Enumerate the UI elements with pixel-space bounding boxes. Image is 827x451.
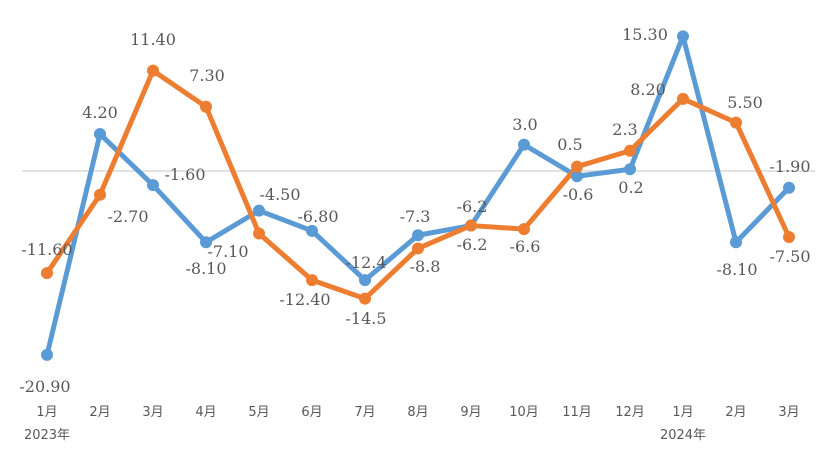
series-2-point <box>412 242 424 255</box>
series-2-data-label: -7.50 <box>769 247 810 266</box>
series-2-data-label: 8.20 <box>630 80 666 99</box>
series-2-data-label: -6.6 <box>510 237 541 256</box>
series-2-point <box>41 267 53 280</box>
series-2-point <box>624 144 636 157</box>
series-1-point <box>359 274 371 287</box>
series-1-point <box>94 128 106 141</box>
series-1-data-label: -6.80 <box>297 207 338 226</box>
x-tick-label: 3月 <box>142 405 163 420</box>
x-year-label: 2024年 <box>660 428 706 443</box>
series-2-data-label: 2.3 <box>612 120 637 139</box>
series-1-point <box>147 179 159 192</box>
series-2-point <box>94 188 106 201</box>
series-1-point <box>730 236 742 249</box>
series-2-point <box>518 223 530 236</box>
series-2-point <box>306 274 318 287</box>
series-1-point <box>41 348 53 361</box>
series-1-data-label: -0.6 <box>563 185 594 204</box>
series-1-data-label: 15.30 <box>622 25 668 44</box>
series-1-point <box>200 236 212 249</box>
series-1-data-label: -7.3 <box>400 207 431 226</box>
x-tick-label: 1月 <box>672 405 693 420</box>
series-2-data-label: -12.40 <box>279 290 330 309</box>
series-2-point <box>359 292 371 305</box>
series-2-data-label: -6.2 <box>457 235 488 254</box>
x-tick-label: 10月 <box>509 405 539 420</box>
series-1-point <box>783 181 795 194</box>
series-2-point <box>783 231 795 243</box>
series-1-data-label: -8.10 <box>716 260 757 279</box>
x-tick-label: 1月 <box>36 405 57 420</box>
series-1-point <box>624 163 636 176</box>
x-tick-label: 12月 <box>615 405 645 420</box>
series-2-point <box>200 100 212 113</box>
series-1-data-label: 4.20 <box>82 103 118 122</box>
series-2-point <box>147 64 159 77</box>
x-tick-label: 7月 <box>354 405 375 420</box>
series-2-point <box>571 160 583 173</box>
series-1-data-label: -1.90 <box>769 157 810 176</box>
series-2-data-label: 5.50 <box>727 93 763 112</box>
x-tick-label: 8月 <box>407 405 428 420</box>
series-1-data-label: -12.4 <box>345 253 386 272</box>
series-1-data-label: -20.90 <box>19 377 70 396</box>
x-tick-label: 9月 <box>460 405 481 420</box>
series-1-data-label: -6.2 <box>457 197 488 216</box>
series-1-data-label: -1.60 <box>164 165 205 184</box>
series-1-point <box>571 170 583 183</box>
series-1-point <box>518 138 530 151</box>
x-year-label: 2023年 <box>24 428 70 443</box>
series-2-data-label: -14.5 <box>345 309 386 328</box>
series-1-point <box>253 204 265 217</box>
series-1-data-label: 0.2 <box>618 178 643 197</box>
x-tick-label: 5月 <box>248 405 269 420</box>
series-2-data-label: -2.70 <box>107 207 148 226</box>
series-1-point <box>306 224 318 237</box>
series-1-data-label: -8.10 <box>185 259 226 278</box>
x-tick-label: 3月 <box>778 405 799 420</box>
series-2-point <box>465 219 477 232</box>
series-2-point <box>677 92 689 105</box>
series-2-data-label: -7.10 <box>207 242 248 261</box>
x-tick-label: 11月 <box>562 405 592 420</box>
x-tick-label: 4月 <box>195 405 216 420</box>
series-2-data-label: 7.30 <box>189 66 225 85</box>
series-2-point <box>253 227 265 240</box>
series-2-data-label: -8.8 <box>410 257 441 276</box>
series-1-data-label: -4.50 <box>259 185 300 204</box>
series-1-point <box>677 30 689 43</box>
series-1-line <box>44 33 791 356</box>
x-tick-label: 2月 <box>725 405 746 420</box>
series-2-point <box>730 116 742 129</box>
x-tick-label: 6月 <box>301 405 322 420</box>
series-1-point <box>412 229 424 242</box>
series-2-data-label: -11.60 <box>21 240 72 259</box>
series-2-data-label: 0.5 <box>557 135 582 154</box>
series-1-data-label: 3.0 <box>512 115 537 134</box>
series-2-data-label: 11.40 <box>130 30 176 49</box>
x-tick-label: 2月 <box>89 405 110 420</box>
